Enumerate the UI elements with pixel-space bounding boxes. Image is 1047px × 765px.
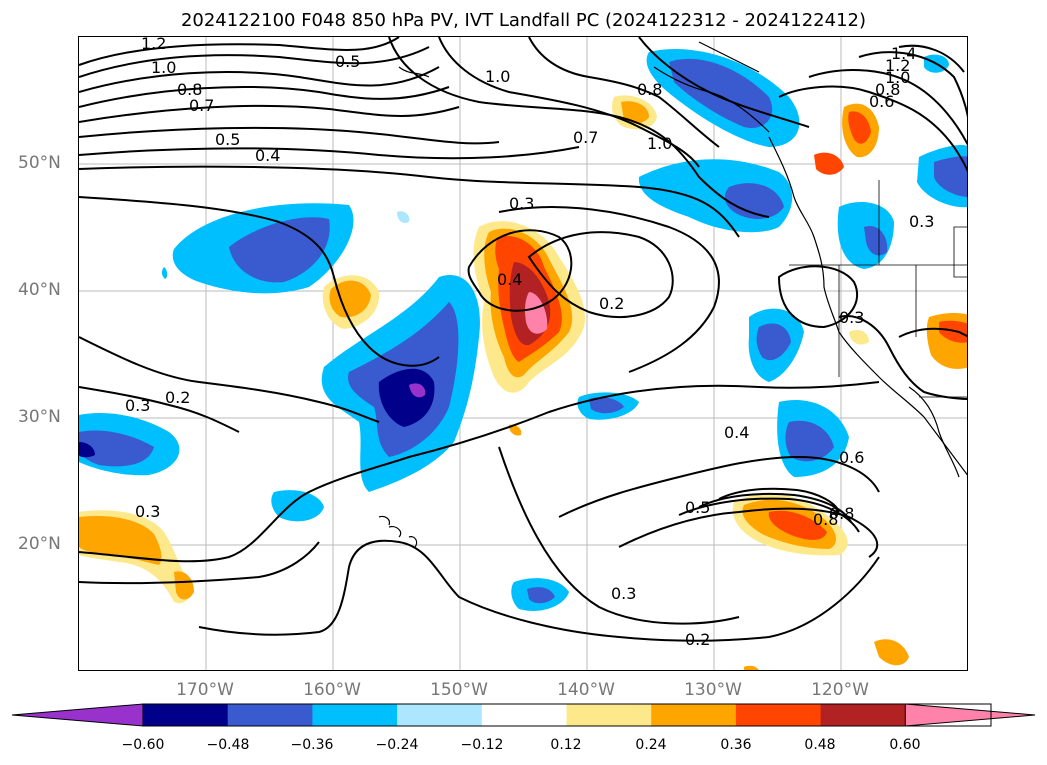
colorbar-tick: 0.60 xyxy=(889,737,921,753)
lat-label-20n: 20°N xyxy=(18,534,61,554)
lon-label-140w: 140°W xyxy=(557,680,615,700)
colorbar-tick: −0.36 xyxy=(290,737,334,753)
colorbar-tick: −0.48 xyxy=(206,737,250,753)
contour-label: 1.4 xyxy=(891,44,916,63)
contour-label: 0.2 xyxy=(599,294,624,313)
contour-label: 0.4 xyxy=(255,146,280,165)
contour-label: 1.0 xyxy=(885,68,910,87)
coastlines xyxy=(378,41,967,548)
colorbar-cell xyxy=(651,704,737,726)
contour-label: 1.0 xyxy=(151,58,176,77)
contour-label: 0.7 xyxy=(189,96,214,115)
pv-positive-shading xyxy=(79,95,967,670)
contour-label: 1.2 xyxy=(885,56,910,75)
colorbar xyxy=(11,703,1036,727)
lon-label-120w: 120°W xyxy=(811,680,869,700)
contour-label: 0.4 xyxy=(724,423,749,442)
colorbar-tick: 0.24 xyxy=(635,737,667,753)
contour-label: 0.3 xyxy=(125,396,150,415)
contour-label: 1.0 xyxy=(485,67,510,86)
contour-label: 0.4 xyxy=(497,270,522,289)
contour-label: 1.2 xyxy=(141,37,166,53)
contour-label: 0.6 xyxy=(869,92,894,111)
contour-label: 0.7 xyxy=(573,128,598,147)
lat-label-30n: 30°N xyxy=(18,407,61,427)
map-title: 2024122100 F048 850 hPa PV, IVT Landfall… xyxy=(180,10,867,31)
colorbar-tick: 0.12 xyxy=(550,737,582,753)
contour-label: 0.8 xyxy=(637,80,662,99)
borders xyxy=(789,180,967,398)
lat-label-50n: 50°N xyxy=(18,153,61,173)
contour-label: 0.2 xyxy=(165,388,190,407)
contour-label: 0.3 xyxy=(509,194,534,213)
contour-label: 0.8 xyxy=(829,504,854,523)
contour-label: 0.5 xyxy=(335,52,360,71)
colorbar-tick: −0.24 xyxy=(375,737,419,753)
colorbar-extend-low xyxy=(11,703,144,727)
colorbar-cell xyxy=(312,704,398,726)
contour-label: 0.8 xyxy=(177,80,202,99)
colorbar-tick: 0.36 xyxy=(720,737,752,753)
colorbar-tick: 0.48 xyxy=(804,737,836,753)
contour-label: 0.5 xyxy=(685,498,710,517)
contour-labels: 1.2 1.0 0.8 0.7 0.5 0.4 0.5 1.0 0.8 0.7 … xyxy=(125,37,934,649)
colorbar-cell xyxy=(143,704,229,726)
colorbar-tick: −0.60 xyxy=(121,737,165,753)
colorbar-cell xyxy=(397,704,483,726)
contour-label: 0.2 xyxy=(685,630,710,649)
colorbar-extend-high xyxy=(904,703,1036,727)
lat-label-40n: 40°N xyxy=(18,280,61,300)
contour-label: 0.8 xyxy=(813,510,838,529)
contour-label: 0.6 xyxy=(839,448,864,467)
lon-label-130w: 130°W xyxy=(684,680,742,700)
contour-label: 0.3 xyxy=(909,212,934,231)
lon-label-170w: 170°W xyxy=(176,680,234,700)
lon-label-160w: 160°W xyxy=(303,680,361,700)
contour-label: 0.8 xyxy=(875,80,900,99)
contour-label: 1.0 xyxy=(647,134,672,153)
lon-label-150w: 150°W xyxy=(430,680,488,700)
contour-label: 0.3 xyxy=(611,584,636,603)
colorbar-cell xyxy=(820,704,906,726)
colorbar-cell xyxy=(735,704,822,726)
contour-label: 0.3 xyxy=(135,502,160,521)
colorbar-cell xyxy=(227,704,313,726)
contour-label: 0.5 xyxy=(215,130,240,149)
colorbar-cell xyxy=(481,704,567,726)
pv-contours xyxy=(79,37,967,642)
colorbar-tick: −0.12 xyxy=(460,737,504,753)
map-panel: 1.2 1.0 0.8 0.7 0.5 0.4 0.5 1.0 0.8 0.7 … xyxy=(78,36,968,671)
map-canvas: 1.2 1.0 0.8 0.7 0.5 0.4 0.5 1.0 0.8 0.7 … xyxy=(79,37,967,670)
contour-label: 0.3 xyxy=(839,308,864,327)
colorbar-cell xyxy=(566,704,652,726)
